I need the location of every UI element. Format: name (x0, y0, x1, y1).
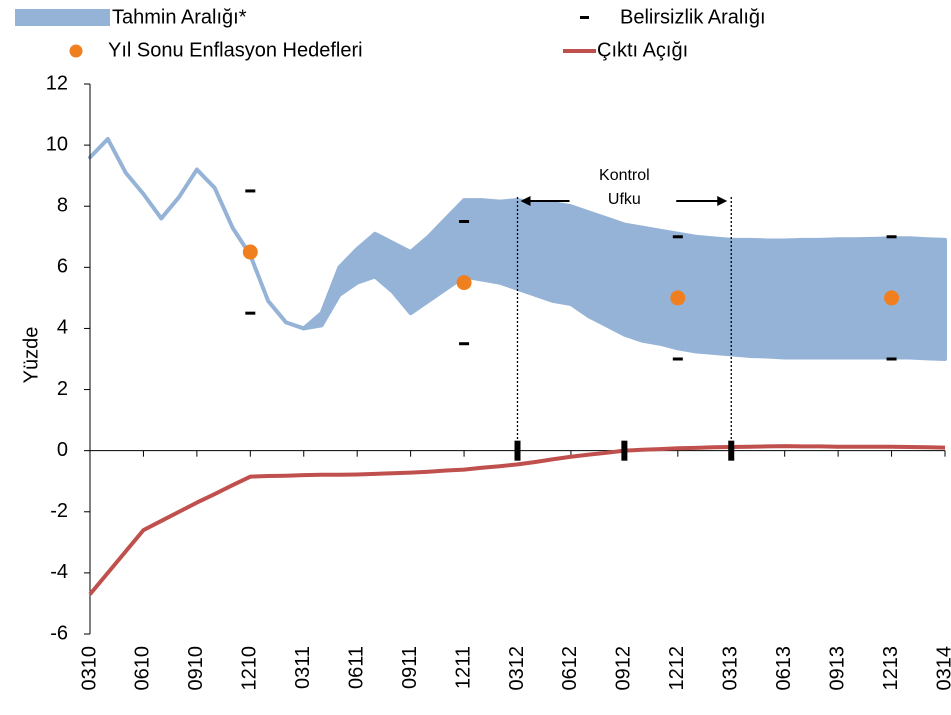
annotation: Kontrol (599, 167, 650, 184)
arrow-head (717, 196, 728, 206)
y-tick-label: 2 (57, 378, 68, 400)
legend-swatch (15, 9, 110, 26)
x-tick-label: 1211 (452, 646, 474, 689)
zero-marker (514, 440, 521, 461)
annotation: Ufku (608, 191, 641, 208)
zero-marker (728, 440, 735, 461)
x-tick-label: 0912 (613, 646, 635, 691)
output-gap-line (88, 444, 946, 596)
x-tick-label: 0911 (399, 646, 421, 689)
uncertainty-dash (459, 220, 470, 223)
y-tick-label: 12 (46, 72, 68, 94)
y-tick-label: 8 (57, 195, 68, 217)
x-tick-label: 0311 (292, 646, 314, 689)
forecast-band (88, 137, 947, 361)
x-tick-label: 1212 (666, 646, 688, 691)
legend-label: Çıktı Açığı (597, 39, 688, 61)
legend-label: Yıl Sonu Enflasyon Hedefleri (108, 39, 363, 61)
y-axis-label: Yüzde (20, 327, 42, 384)
uncertainty-dash (459, 342, 470, 346)
target-point (884, 290, 900, 306)
uncertainty-dash (245, 311, 256, 315)
x-tick-label: 0313 (720, 646, 742, 691)
legend-swatch (69, 44, 83, 58)
x-tick-label: 1210 (239, 646, 261, 691)
uncertainty-dash (886, 235, 897, 239)
uncertainty-dash (672, 357, 683, 361)
uncertainty-dash (886, 357, 897, 361)
target-point (242, 244, 258, 260)
x-tick-label: 0913 (826, 646, 848, 691)
target-point (456, 275, 472, 291)
y-tick-label: -2 (50, 500, 68, 522)
x-tick-label: 0610 (132, 646, 154, 691)
x-tick-label: 0910 (185, 646, 207, 691)
x-tick-label: 0612 (559, 646, 581, 691)
x-tick-label: 0312 (506, 646, 528, 691)
x-tick-label: 1213 (880, 646, 902, 691)
y-tick-label: -6 (50, 622, 68, 644)
arrow-head (520, 196, 531, 206)
y-tick-label: 4 (57, 317, 68, 339)
uncertainty-dash (672, 235, 683, 239)
legend-swatch (580, 16, 589, 19)
x-tick-label: 0314 (933, 646, 951, 691)
uncertainty-dash (245, 189, 256, 193)
y-tick-label: 0 (57, 439, 68, 461)
x-tick-label: 0310 (78, 646, 100, 691)
target-point (670, 290, 686, 306)
zero-marker (621, 440, 628, 461)
legend-label: Tahmin Aralığı* (112, 6, 247, 28)
y-tick-label: 6 (57, 256, 68, 278)
legend-label: Belirsizlik Aralığı (620, 6, 766, 28)
y-tick-label: -4 (50, 561, 68, 583)
legend: Tahmin Aralığı* Belirsizlik Aralığı Yıl … (15, 6, 766, 61)
x-tick-label: 0613 (773, 646, 795, 691)
x-tick-label: 0611 (345, 646, 367, 689)
y-tick-label: 10 (46, 133, 68, 155)
